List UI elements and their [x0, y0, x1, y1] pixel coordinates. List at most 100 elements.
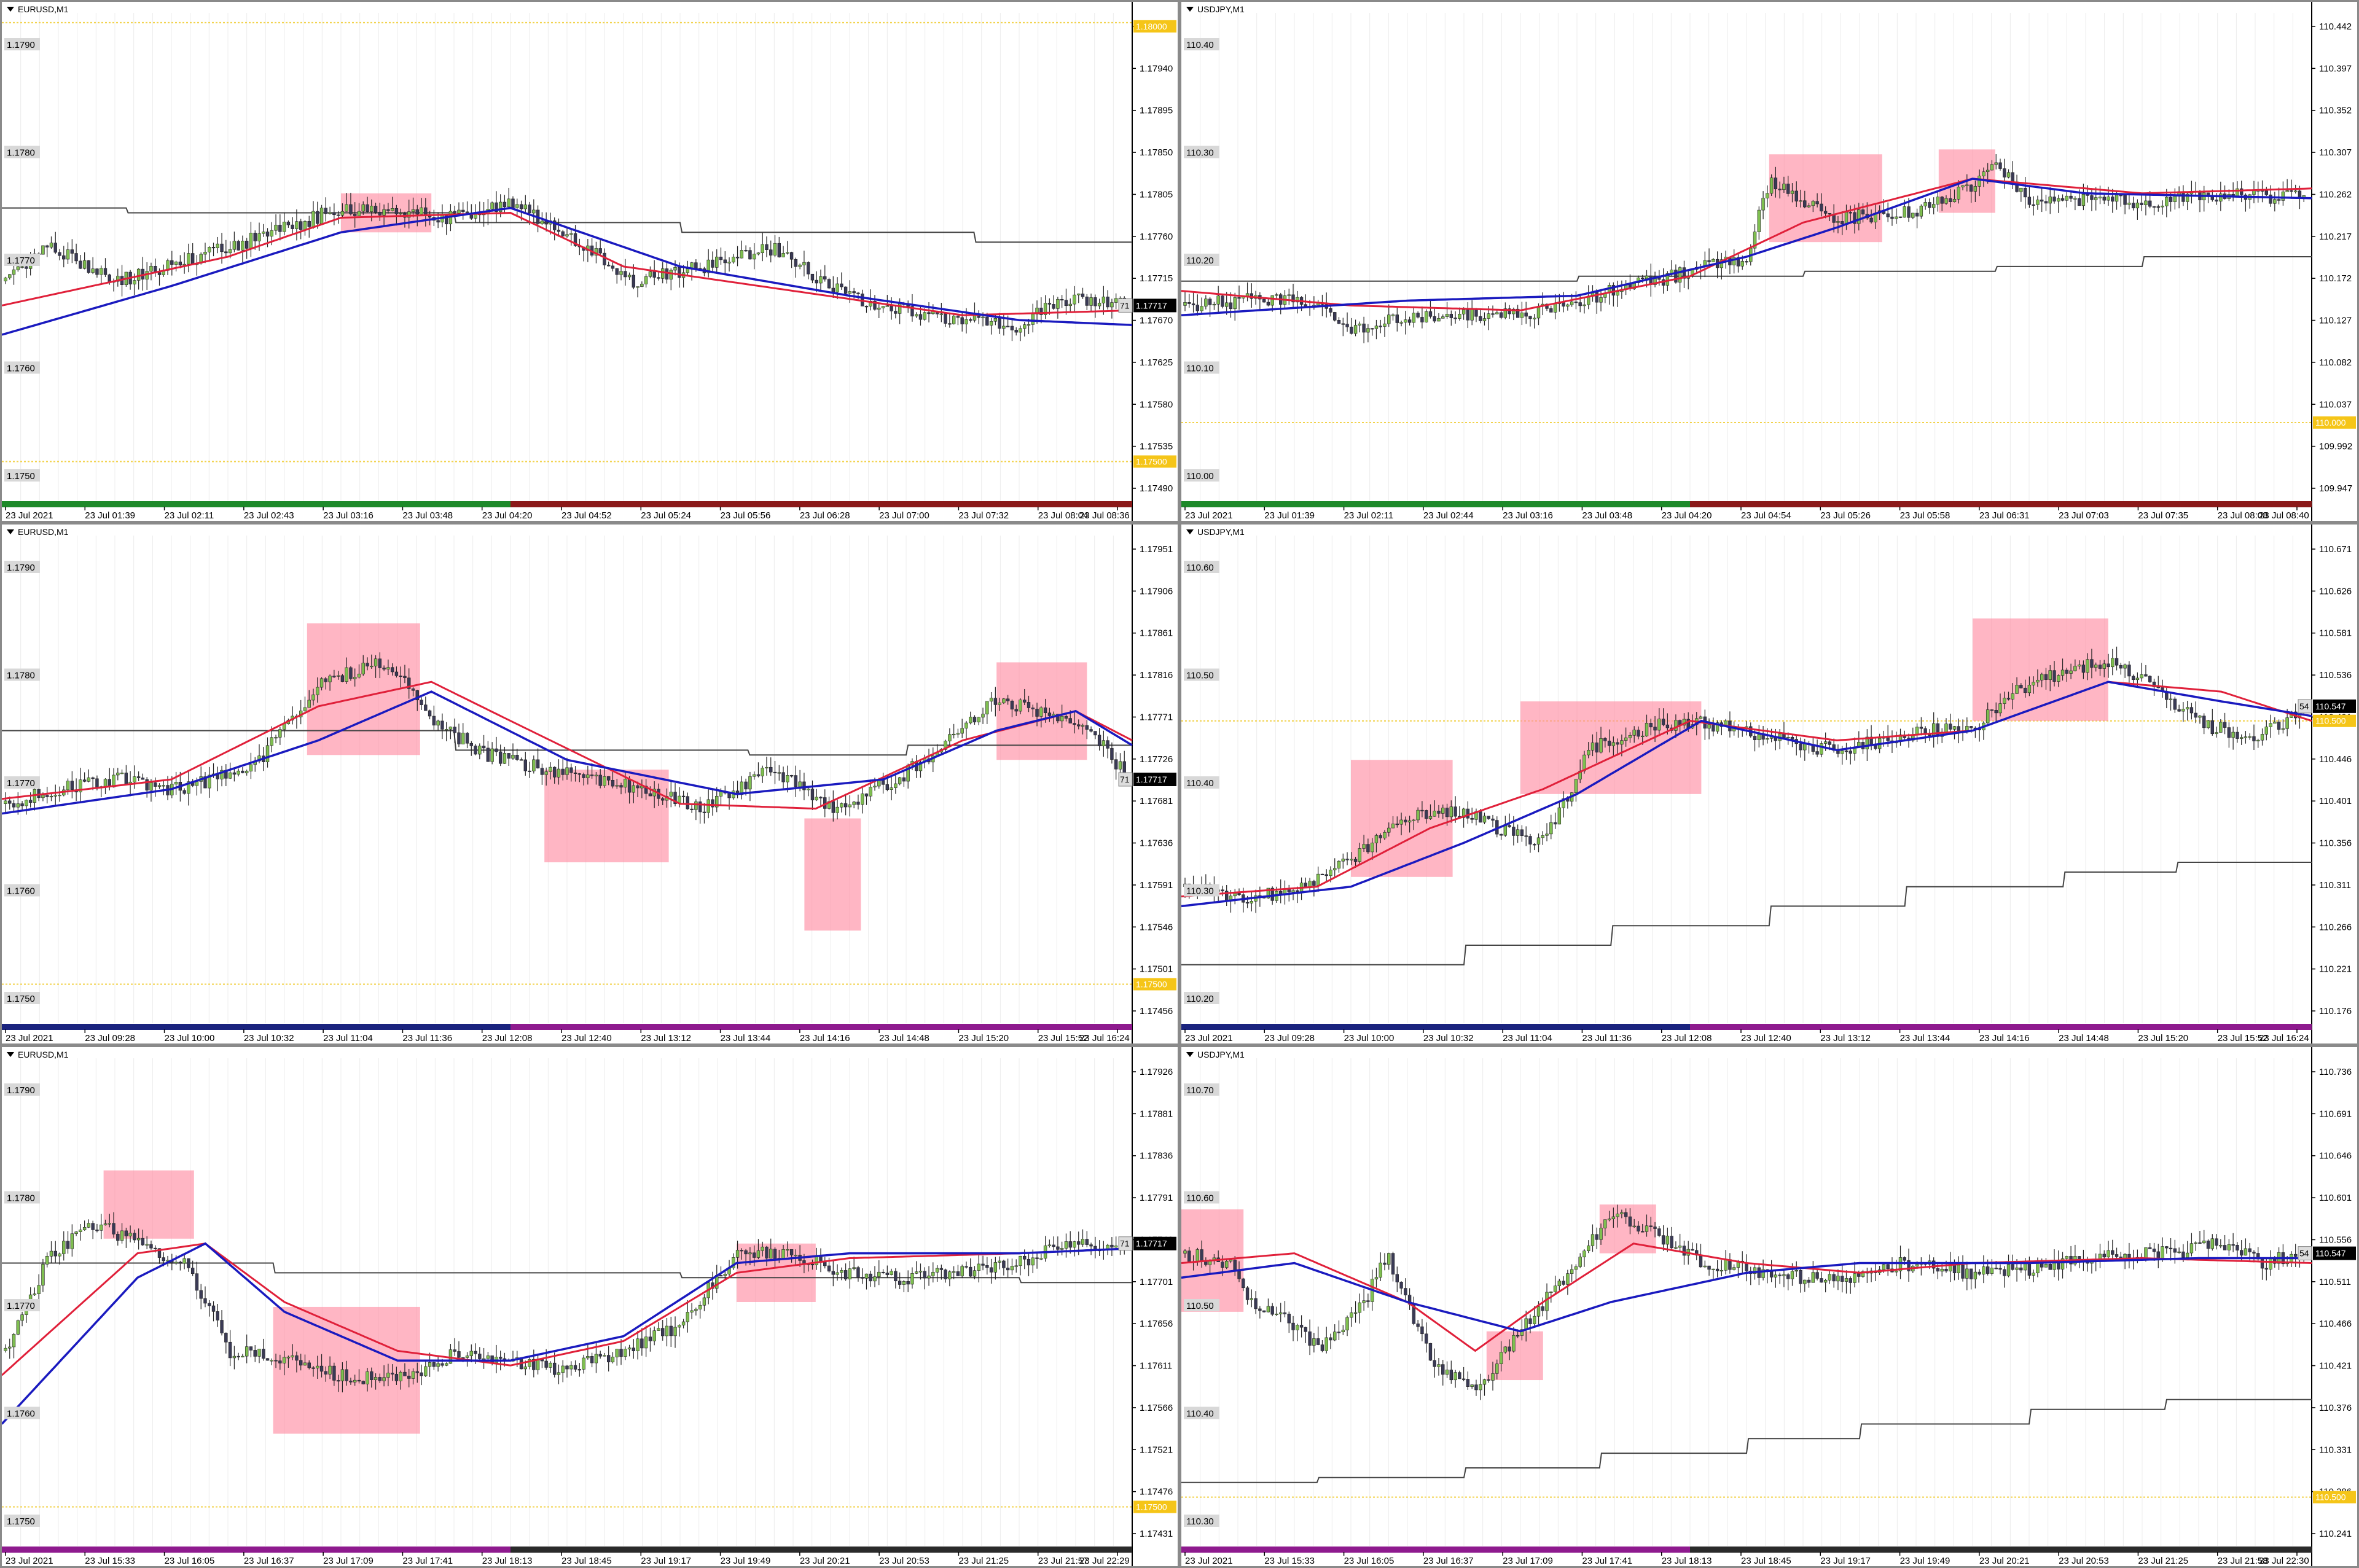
candle-body	[49, 1250, 53, 1257]
dropdown-triangle-icon[interactable]	[1186, 7, 1194, 12]
candle-body	[1308, 1331, 1312, 1346]
ma-slow-line	[1181, 177, 2312, 311]
candle-body	[2006, 172, 2011, 177]
candle-body	[1841, 221, 1844, 225]
candle-body	[1404, 319, 1407, 323]
candle-body	[582, 774, 585, 778]
chart-panel-2[interactable]: 110.40 110.30 110.20 110.10 110.00 110.442 110…	[1180, 0, 2359, 523]
candle-body	[528, 1359, 531, 1367]
candle-body	[2264, 1268, 2268, 1270]
price-level-label: 110.70	[1186, 1085, 1214, 1096]
candle-body	[964, 1266, 968, 1268]
panel-title[interactable]: USDJPY,M1	[1186, 4, 1245, 14]
chart-panel-3[interactable]: 1.1790 1.1780 1.1770 1.1760 1.1750 1.17951 1.1…	[0, 523, 1180, 1045]
candles	[4, 652, 1126, 824]
candle-body	[257, 233, 261, 241]
candle-body	[87, 260, 91, 273]
candle-body	[549, 1362, 552, 1368]
candle-body	[881, 306, 885, 308]
time-label: 23 Jul 05:26	[1820, 510, 1871, 521]
time-label: 23 Jul 12:08	[482, 1033, 533, 1043]
candle-body	[773, 1249, 777, 1260]
candle-body	[1745, 261, 1748, 263]
candle-body	[840, 1270, 843, 1273]
candle-body	[611, 780, 615, 787]
candle-body	[2173, 196, 2177, 202]
candle-body	[1969, 726, 1973, 728]
chart-panel-6[interactable]: 110.70 110.60 110.50 110.40 110.30 110.736 110…	[1180, 1045, 2359, 1568]
candle-body	[969, 1266, 972, 1277]
candle-body	[1237, 297, 1241, 299]
candle-body	[761, 1246, 764, 1251]
panel-title[interactable]: EURUSD,M1	[7, 1050, 68, 1059]
candle-body	[1745, 1262, 1748, 1271]
candle-body	[719, 256, 723, 260]
candle-body	[374, 206, 378, 213]
ma-fast-line	[2, 1242, 1133, 1425]
chart-panel-5[interactable]: 1.1790 1.1780 1.1770 1.1760 1.1750 1.17926 1.1…	[0, 1045, 1180, 1568]
candle-body	[1081, 1239, 1085, 1245]
panel-title[interactable]: USDJPY,M1	[1186, 1050, 1245, 1059]
candle-body	[998, 1260, 1001, 1263]
panel-title[interactable]: EURUSD,M1	[7, 4, 68, 14]
candle-body	[915, 1271, 918, 1274]
candle-body	[1811, 1272, 1815, 1283]
chart-panel-4[interactable]: 110.60 110.50 110.40 110.30 110.20 110.671 110…	[1180, 523, 2359, 1045]
price-level-label: 1.1770	[7, 255, 35, 266]
candle-body	[116, 773, 120, 776]
candle-body	[1499, 1352, 1503, 1364]
candle-body	[744, 250, 748, 252]
panel-title[interactable]: USDJPY,M1	[1186, 527, 1245, 537]
candle-body	[2006, 698, 2011, 700]
price-tick-label: 110.311	[2319, 880, 2351, 891]
candle-body	[2252, 1252, 2256, 1254]
candle-body	[1753, 232, 1757, 249]
candle-body	[120, 1230, 124, 1241]
candle-body	[777, 243, 781, 257]
session-bar	[1181, 501, 1690, 507]
dropdown-triangle-icon[interactable]	[7, 7, 14, 12]
candle-body	[1799, 1270, 1802, 1284]
time-label: 23 Jul 08:08	[2218, 510, 2268, 521]
candle-body	[944, 1270, 947, 1279]
candle-body	[902, 777, 906, 782]
candle-body	[636, 1338, 640, 1352]
candle-body	[270, 737, 274, 746]
candle-body	[2273, 722, 2277, 724]
candle-body	[673, 1327, 677, 1336]
candle-body	[1187, 302, 1191, 304]
candle-body	[1221, 889, 1224, 892]
candle-body	[37, 789, 41, 798]
candle-body	[2169, 698, 2173, 700]
candle-body	[673, 267, 677, 271]
candle-body	[490, 748, 494, 762]
candle-body	[316, 1365, 319, 1368]
dropdown-triangle-icon[interactable]	[1186, 1052, 1194, 1057]
candle-body	[1329, 870, 1332, 876]
candle-body	[1358, 1302, 1362, 1313]
dropdown-triangle-icon[interactable]	[7, 1052, 14, 1057]
candle-body	[1620, 1212, 1624, 1214]
chart-svg: 110.40110.30110.20110.10110.00110.442110…	[1181, 2, 2356, 521]
candle-body	[1836, 221, 1840, 223]
time-label: 23 Jul 2021	[1185, 510, 1233, 521]
candle-body	[482, 746, 486, 749]
time-label: 23 Jul 22:29	[1079, 1556, 1130, 1566]
price-tick-label: 110.581	[2319, 628, 2352, 639]
dropdown-triangle-icon[interactable]	[1186, 529, 1194, 534]
chart-panel-1[interactable]: 1.17901.17801.17701.17601.17501.179851.1…	[0, 0, 1180, 523]
candle-body	[220, 243, 224, 252]
candle-body	[1790, 190, 1794, 194]
candle-body	[1391, 824, 1395, 829]
time-label: 23 Jul 15:33	[1264, 1556, 1315, 1566]
candle-body	[511, 198, 515, 208]
time-label: 23 Jul 04:20	[1662, 510, 1712, 521]
candle-body	[1994, 710, 1998, 714]
candle-body	[665, 1325, 669, 1336]
bid-prefix-box	[2298, 1246, 2312, 1261]
candle-body	[2198, 1242, 2202, 1244]
dropdown-triangle-icon[interactable]	[7, 529, 14, 534]
panel-title[interactable]: EURUSD,M1	[7, 527, 68, 537]
price-tick-label: 110.691	[2319, 1109, 2352, 1119]
candle-body	[415, 690, 419, 701]
